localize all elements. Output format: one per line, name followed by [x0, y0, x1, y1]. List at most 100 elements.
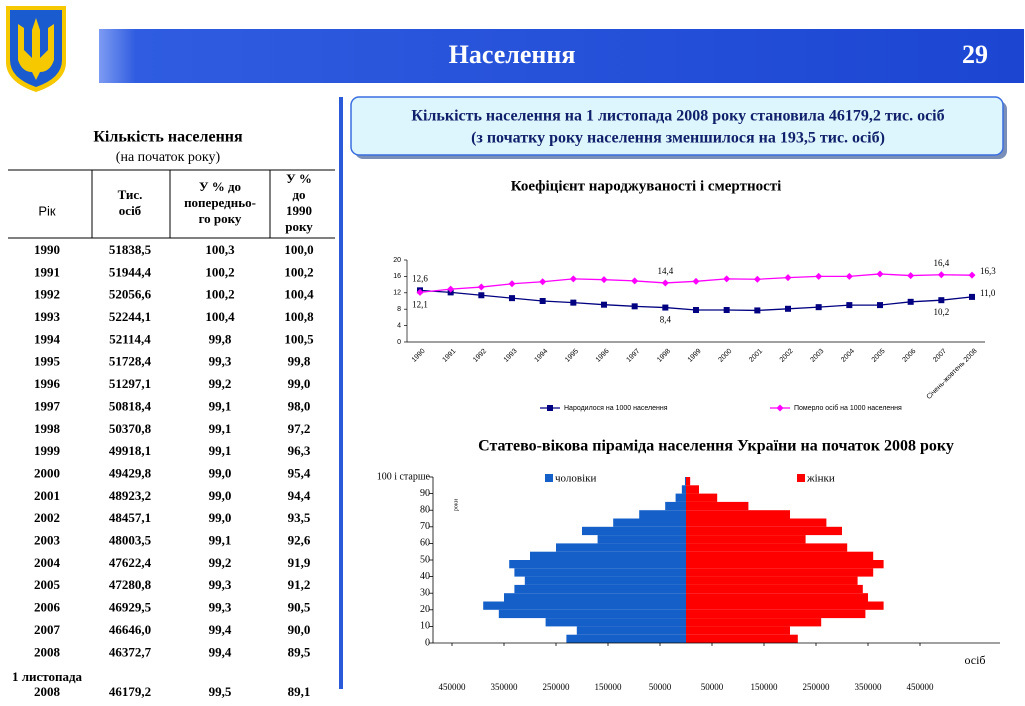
data-point — [753, 275, 761, 283]
bar — [483, 601, 686, 610]
table-cell: 99,0 — [288, 376, 311, 391]
column-header: попередньо- — [184, 195, 256, 210]
bar — [686, 618, 822, 627]
bar — [686, 560, 884, 569]
data-label: 12,6 — [412, 273, 428, 283]
data-point — [569, 275, 577, 283]
data-point — [693, 307, 699, 314]
y-tick-label: 60 — [420, 538, 430, 549]
table-cell: 99,5 — [209, 684, 232, 699]
pyramid-chart: Статево-вікова піраміда населення Україн… — [377, 438, 1000, 692]
x-tick-label: 2003 — [809, 348, 825, 364]
data-label: 16,4 — [933, 258, 949, 268]
bar — [686, 634, 798, 643]
table-cell: 51728,4 — [109, 354, 152, 369]
table-cell: 99,0 — [209, 488, 232, 503]
y-tick-label: 10 — [420, 621, 430, 632]
x-tick-label: 1996 — [595, 348, 611, 364]
column-header: Рік — [38, 203, 56, 218]
table-cell: 100,4 — [284, 287, 314, 302]
x-tick-label: Січень-жовтень 2008 — [925, 347, 979, 401]
table-cell: 100,4 — [205, 309, 235, 324]
bar — [686, 543, 848, 552]
table-cell: 2008 — [34, 684, 61, 699]
table-cell: 1990 — [34, 242, 60, 257]
table-cell: 99,0 — [209, 465, 232, 480]
table-cell: 100,3 — [205, 242, 235, 257]
bar — [686, 526, 842, 536]
x-tick-label: 1991 — [441, 348, 457, 364]
column-header: У % до — [199, 179, 241, 194]
bar — [514, 584, 686, 594]
bar — [686, 576, 858, 585]
table-cell: 100,2 — [205, 264, 234, 279]
y-tick-label: 30 — [420, 587, 430, 598]
data-point — [570, 299, 577, 306]
table-cell: 98,0 — [288, 398, 311, 413]
bar — [509, 560, 686, 569]
table-cell: 2002 — [34, 510, 60, 525]
bar — [545, 618, 686, 627]
table-cell: 92,6 — [288, 533, 311, 548]
y-tick-label: 90 — [420, 488, 430, 499]
data-point — [601, 301, 607, 308]
table-cell: 99,1 — [209, 443, 232, 458]
column-header: осіб — [119, 203, 142, 218]
legend-label: Померло осіб на 1000 населення — [794, 404, 902, 412]
column-header: Тис. — [118, 187, 143, 202]
header-bar — [99, 29, 1024, 83]
table-cell: 51297,1 — [109, 376, 151, 391]
y-tick-label: 0 — [425, 637, 430, 648]
bar — [582, 526, 686, 536]
callout-line: (з початку року населення зменшилося на … — [471, 130, 885, 147]
table-cell: 46646,0 — [109, 622, 151, 637]
table-cell: 100,2 — [205, 287, 234, 302]
table-cell: 2004 — [34, 555, 61, 570]
data-point — [508, 280, 516, 288]
table-cell: 99,3 — [209, 354, 232, 369]
x-tick-label: 1999 — [687, 348, 703, 364]
table-cell: 100,2 — [284, 264, 313, 279]
data-point — [877, 302, 883, 309]
table-cell: 95,4 — [288, 465, 311, 480]
x-tick-label: 450000 — [907, 682, 935, 692]
bar — [684, 477, 686, 486]
table-cell: 90,0 — [288, 622, 311, 637]
x-tick-label: 150000 — [595, 682, 623, 692]
x-tick-label: 1995 — [564, 348, 580, 364]
bar — [686, 510, 790, 519]
table-cell: 47622,4 — [109, 555, 152, 570]
table-cell: 2006 — [34, 600, 61, 615]
table-cell: 89,1 — [288, 684, 311, 699]
table-cell: 99,8 — [209, 331, 232, 346]
y-tick-label: 50 — [420, 554, 430, 565]
data-point — [692, 277, 700, 285]
table-cell: 1995 — [34, 354, 61, 369]
x-tick-label: 50000 — [701, 682, 724, 692]
bar — [686, 568, 874, 577]
legend-label: жінки — [806, 473, 835, 485]
bar — [686, 601, 884, 610]
table-cell: 48457,1 — [109, 510, 151, 525]
data-label: 14,4 — [657, 266, 673, 276]
bar — [576, 626, 686, 635]
column-header: У % — [286, 171, 312, 186]
data-point — [478, 292, 485, 299]
line-chart: Коефіцієнт народжуваності і смертності 0 4… — [393, 178, 996, 411]
legend-marker — [776, 404, 784, 412]
data-point — [969, 293, 975, 300]
y-axis-label: роки — [453, 498, 459, 511]
y-tick-label: 16 — [393, 273, 401, 280]
bar — [514, 568, 686, 577]
x-axis-label: осіб — [964, 653, 985, 667]
table-cell: 52056,6 — [109, 287, 152, 302]
data-point — [907, 272, 915, 280]
y-tick-label: 12 — [393, 290, 401, 297]
data-point — [815, 304, 822, 311]
y-tick-label: 8 — [397, 306, 401, 313]
data-point — [937, 271, 945, 279]
table-cell: 46179,2 — [109, 684, 151, 699]
callout-box — [350, 96, 1004, 156]
bar — [686, 493, 718, 502]
table-cell: 2000 — [34, 465, 60, 480]
